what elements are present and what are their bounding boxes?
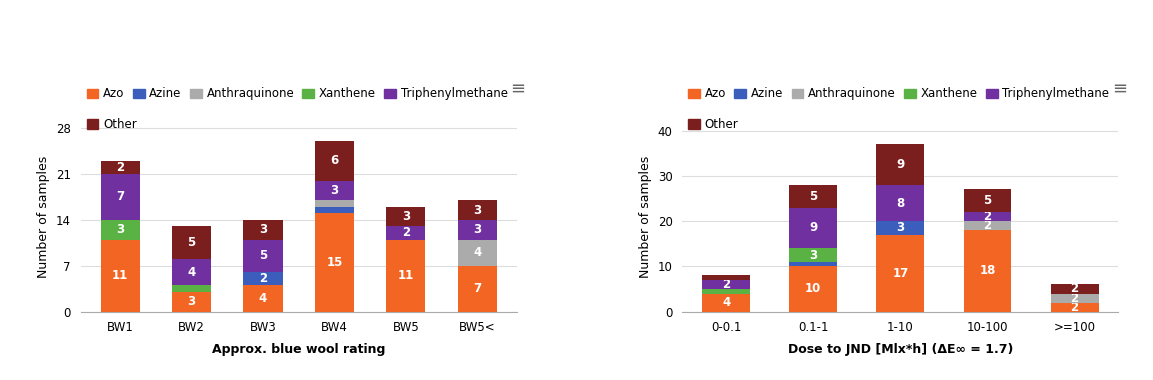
Bar bbox=[100, 239, 140, 312]
Text: 9: 9 bbox=[809, 222, 817, 234]
Bar bbox=[790, 266, 837, 312]
Text: 3: 3 bbox=[188, 295, 196, 308]
Bar bbox=[458, 266, 497, 312]
Bar bbox=[315, 207, 354, 213]
Bar bbox=[172, 292, 211, 312]
Text: 2: 2 bbox=[259, 272, 267, 285]
Bar bbox=[790, 248, 837, 262]
Text: 2: 2 bbox=[401, 226, 410, 239]
Text: 5: 5 bbox=[259, 249, 267, 263]
Text: 15: 15 bbox=[326, 256, 342, 269]
Bar bbox=[876, 235, 925, 312]
Text: 5: 5 bbox=[188, 236, 196, 249]
X-axis label: Dose to JND [Mlx*h] (ΔE∞ = 1.7): Dose to JND [Mlx*h] (ΔE∞ = 1.7) bbox=[787, 343, 1013, 356]
X-axis label: Approx. blue wool rating: Approx. blue wool rating bbox=[212, 343, 385, 356]
Text: 11: 11 bbox=[112, 269, 128, 282]
Text: 3: 3 bbox=[473, 223, 481, 236]
Bar bbox=[790, 185, 837, 207]
Legend: Other: Other bbox=[688, 118, 739, 131]
Text: 4: 4 bbox=[188, 266, 196, 279]
Bar bbox=[243, 239, 282, 272]
Bar bbox=[172, 226, 211, 259]
Bar bbox=[702, 276, 751, 280]
Text: 2: 2 bbox=[984, 210, 992, 223]
Bar bbox=[458, 220, 497, 239]
Text: 3: 3 bbox=[401, 210, 410, 223]
Bar bbox=[702, 289, 751, 293]
Text: 3: 3 bbox=[896, 222, 904, 234]
Text: 3: 3 bbox=[259, 223, 267, 236]
Bar bbox=[315, 180, 354, 200]
Y-axis label: Number of samples: Number of samples bbox=[639, 155, 653, 278]
Text: 18: 18 bbox=[979, 264, 996, 277]
Bar bbox=[315, 141, 354, 180]
Bar bbox=[964, 212, 1011, 221]
Bar bbox=[1050, 302, 1099, 312]
Text: 2: 2 bbox=[1071, 301, 1079, 314]
Text: 2: 2 bbox=[116, 161, 125, 174]
Text: 6: 6 bbox=[330, 154, 339, 168]
Bar bbox=[386, 207, 425, 226]
Text: 3: 3 bbox=[116, 223, 125, 236]
Bar bbox=[458, 200, 497, 220]
Bar bbox=[790, 262, 837, 266]
Bar bbox=[386, 239, 425, 312]
Text: 2: 2 bbox=[1071, 282, 1079, 296]
Bar bbox=[790, 207, 837, 248]
Text: 4: 4 bbox=[473, 246, 482, 259]
Bar bbox=[702, 280, 751, 289]
Bar bbox=[876, 185, 925, 221]
Y-axis label: Number of samples: Number of samples bbox=[37, 155, 51, 278]
Bar bbox=[100, 174, 140, 220]
Bar bbox=[964, 190, 1011, 212]
Text: 9: 9 bbox=[896, 158, 905, 171]
Bar bbox=[964, 221, 1011, 230]
Bar bbox=[315, 200, 354, 207]
Bar bbox=[702, 293, 751, 312]
Text: 4: 4 bbox=[722, 296, 730, 309]
Bar bbox=[100, 161, 140, 174]
Text: 2: 2 bbox=[984, 219, 992, 232]
Text: 10: 10 bbox=[805, 282, 821, 296]
Bar bbox=[172, 285, 211, 292]
Bar bbox=[315, 213, 354, 312]
Bar bbox=[964, 230, 1011, 312]
Text: 2: 2 bbox=[1071, 291, 1079, 304]
Text: 7: 7 bbox=[473, 282, 481, 295]
Bar bbox=[458, 239, 497, 266]
Bar bbox=[1050, 293, 1099, 302]
Text: ≡: ≡ bbox=[511, 80, 526, 98]
Bar bbox=[243, 220, 282, 239]
Bar bbox=[876, 144, 925, 185]
Bar bbox=[386, 226, 425, 239]
Legend: Other: Other bbox=[86, 118, 137, 131]
Text: 2: 2 bbox=[722, 278, 730, 291]
Text: 8: 8 bbox=[896, 196, 905, 209]
Text: ≡: ≡ bbox=[1111, 80, 1128, 98]
Bar bbox=[243, 285, 282, 312]
Text: 7: 7 bbox=[116, 190, 125, 203]
Text: 5: 5 bbox=[984, 194, 992, 207]
Text: 5: 5 bbox=[809, 190, 817, 203]
Text: 3: 3 bbox=[331, 184, 339, 197]
Text: 11: 11 bbox=[398, 269, 414, 282]
Bar bbox=[1050, 285, 1099, 293]
Text: 3: 3 bbox=[473, 204, 481, 217]
Text: 3: 3 bbox=[809, 249, 817, 261]
Bar bbox=[243, 272, 282, 285]
Bar bbox=[172, 259, 211, 285]
Bar bbox=[876, 221, 925, 235]
Text: 4: 4 bbox=[259, 292, 267, 305]
Text: 17: 17 bbox=[892, 267, 909, 280]
Bar bbox=[100, 220, 140, 239]
